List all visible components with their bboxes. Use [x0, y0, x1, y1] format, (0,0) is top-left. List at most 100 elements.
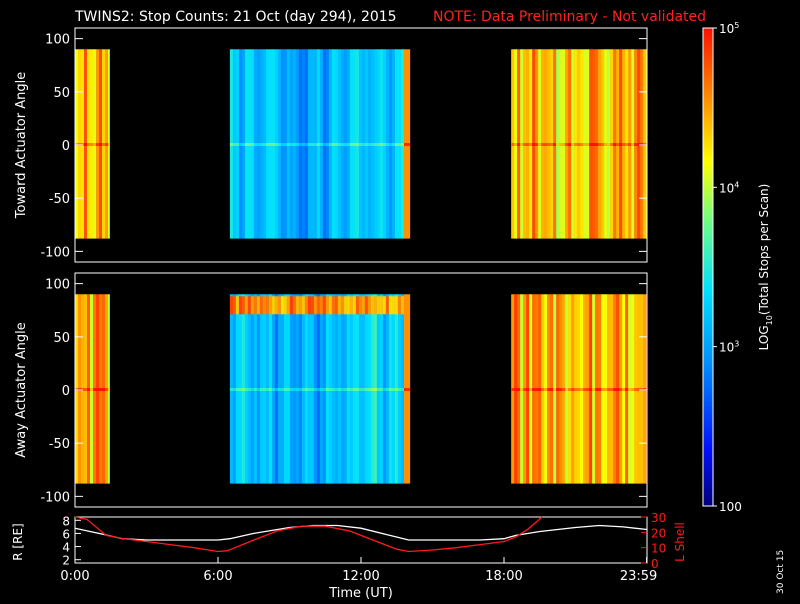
heatmap-zero-band [397, 143, 402, 146]
heatmap-zero-band [283, 143, 288, 146]
heatmap-zero-band [232, 388, 237, 391]
heatmap-zero-band [286, 143, 291, 146]
heatmap-zero-band [352, 143, 357, 146]
heatmap-zero-band [352, 388, 357, 391]
heatmap-zero-band [376, 143, 381, 146]
heatmap-zero-band [631, 388, 635, 391]
heatmap-zero-band [562, 143, 566, 146]
heatmap-zero-band [280, 388, 285, 391]
heatmap-zero-band [325, 388, 330, 391]
heatmap-zero-band [241, 388, 246, 391]
heatmap-hot-band [382, 296, 387, 315]
heatmap-zero-band [307, 143, 312, 146]
heatmap-zero-band [520, 143, 524, 146]
heatmap-zero-band [562, 388, 566, 391]
heatmap-zero-band [589, 388, 593, 391]
heatmap-zero-band [535, 143, 539, 146]
ytick-label: 50 [53, 86, 70, 101]
heatmap-zero-band [403, 143, 408, 146]
heatmap-zero-band [346, 388, 351, 391]
heatmap-zero-band [625, 388, 629, 391]
heatmap-zero-band [310, 143, 315, 146]
heatmap-zero-band [526, 143, 530, 146]
heatmap-zero-band [316, 388, 321, 391]
chart-title: TWINS2: Stop Counts: 21 Oct (day 294), 2… [74, 9, 397, 25]
heatmap-zero-band [105, 143, 109, 146]
ylabel-away: Away Actuator Angle [14, 322, 29, 457]
heatmap-zero-band [538, 143, 542, 146]
heatmap-hot-band [277, 296, 282, 315]
heatmap-zero-band [105, 388, 109, 391]
heatmap-hot-band [265, 296, 270, 315]
heatmap-zero-band [385, 388, 390, 391]
heatmap-zero-band [550, 143, 554, 146]
rlength-line [74, 524, 648, 541]
lshell-tick-label: 30 [651, 511, 666, 525]
heatmap-zero-band [250, 388, 255, 391]
heatmap-hot-band [352, 296, 357, 315]
heatmap-zero-band [301, 143, 306, 146]
heatmap-zero-band [328, 143, 333, 146]
heatmap-zero-band [544, 388, 548, 391]
ylabel-toward: Toward Actuator Angle [14, 72, 29, 219]
heatmap-zero-band [514, 143, 518, 146]
ylabel-rlength: R [RE] [11, 523, 25, 560]
heatmap-zero-band [388, 388, 393, 391]
heatmap-zero-band [349, 388, 354, 391]
heatmap-hot-band [316, 296, 321, 315]
heatmap-zero-band [289, 388, 294, 391]
colorbar-label-base: LOG [757, 325, 771, 350]
heatmap-zero-band [289, 143, 294, 146]
heatmap-hot-band [268, 296, 273, 315]
heatmap-zero-band [385, 143, 390, 146]
heatmap-zero-band [580, 388, 584, 391]
heatmap-zero-band [334, 143, 339, 146]
heatmap-hot-band [397, 296, 402, 315]
lshell-line [74, 516, 543, 553]
heatmap-zero-band [619, 143, 623, 146]
heatmap-hot-band [313, 296, 318, 315]
heatmap-zero-band [574, 143, 578, 146]
heatmap-zero-band [322, 388, 327, 391]
heatmap-zero-band [262, 143, 267, 146]
heatmap-zero-band [99, 143, 103, 146]
heatmap-zero-band [331, 388, 336, 391]
heatmap-zero-band [102, 388, 106, 391]
heatmap-zero-band [256, 388, 261, 391]
heatmap-cells-middle [75, 294, 647, 484]
yticks-middle: -100 -50 0 50 100 [40, 278, 647, 505]
rlength-tick-label: 6 [62, 527, 70, 541]
time-tick-label: 18:00 [485, 569, 522, 584]
heatmap-zero-band [382, 143, 387, 146]
heatmap-zero-band [541, 143, 545, 146]
heatmap-hot-band [325, 296, 330, 315]
ytick-label: -100 [40, 490, 70, 505]
heatmap-zero-band [379, 143, 384, 146]
heatmap-zero-band [565, 388, 569, 391]
heatmap-hot-band [361, 296, 366, 315]
heatmap-zero-band [556, 388, 560, 391]
heatmap-hot-band [385, 296, 390, 315]
heatmap-zero-band [241, 143, 246, 146]
heatmap-zero-band [96, 388, 100, 391]
heatmap-zero-band [247, 388, 252, 391]
heatmap-zero-band [613, 388, 617, 391]
heatmap-zero-band [244, 388, 249, 391]
heatmap-hot-band [298, 296, 303, 315]
heatmap-hot-band [343, 296, 348, 315]
heatmap-zero-band [616, 388, 620, 391]
heatmap-zero-band [520, 388, 524, 391]
heatmap-zero-band [277, 143, 282, 146]
colorbar-ticks: 105 104 103 100 [713, 21, 742, 514]
heatmap-zero-band [610, 388, 614, 391]
ytick-label: -50 [49, 437, 70, 452]
heatmap-zero-band [595, 143, 599, 146]
rlength-tick-label: 2 [62, 554, 70, 568]
heatmap-zero-band [331, 143, 336, 146]
heatmap-zero-band [364, 143, 369, 146]
heatmap-zero-band [574, 388, 578, 391]
heatmap-zero-band [514, 388, 518, 391]
heatmap-zero-band [526, 388, 530, 391]
heatmap-zero-band [253, 143, 258, 146]
